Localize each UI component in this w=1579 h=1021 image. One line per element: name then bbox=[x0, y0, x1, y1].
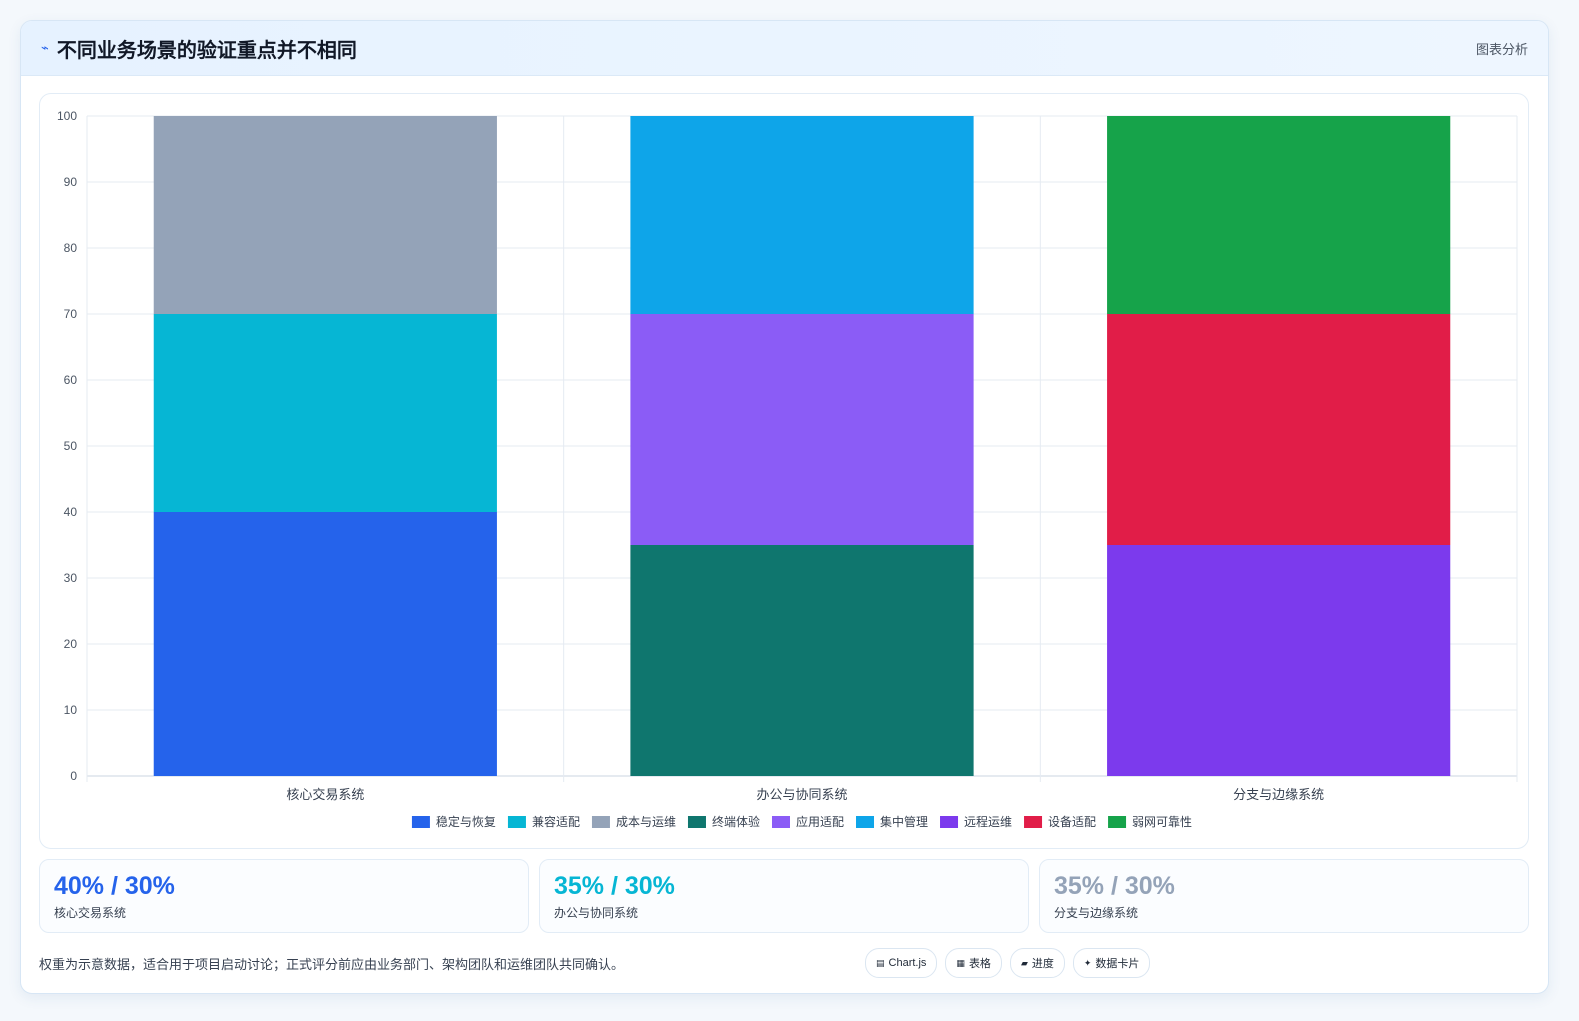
y-tick-label: 30 bbox=[64, 571, 78, 585]
stat-value: 35% / 30% bbox=[554, 872, 675, 900]
footer: 权重为示意数据，适合用于项目启动讨论；正式评分前应由业务部门、架构团队和运维团队… bbox=[39, 943, 1529, 983]
stat-value: 35% / 30% bbox=[1054, 872, 1175, 900]
bar-segment bbox=[1107, 314, 1451, 545]
footer-note: 权重为示意数据，适合用于项目启动讨论；正式评分前应由业务部门、架构团队和运维团队… bbox=[39, 956, 625, 972]
bar-segment bbox=[630, 116, 974, 314]
x-tick-label: 分支与边缘系统 bbox=[1233, 787, 1324, 802]
sparkle-icon: ✦ bbox=[1083, 957, 1092, 968]
bar-segment bbox=[630, 545, 974, 776]
bar-segment bbox=[153, 512, 497, 776]
chart-panel: 0 10 20 30 40 50 60 70 80 90 100 核心交易系统 办公与协同系统 分支与边缘… bbox=[39, 93, 1529, 849]
y-tick-label: 80 bbox=[64, 241, 78, 255]
y-tick-label: 20 bbox=[64, 637, 78, 651]
stat-card-core: 40% / 30% 核心交易系统 bbox=[39, 859, 529, 933]
legend-swatch bbox=[411, 816, 430, 828]
y-tick-label: 70 bbox=[64, 307, 78, 321]
bar-segment bbox=[153, 116, 497, 314]
bar-segment bbox=[1107, 545, 1451, 776]
y-tick-label: 90 bbox=[64, 175, 78, 189]
legend-swatch bbox=[1024, 816, 1043, 828]
y-tick-label: 10 bbox=[64, 703, 78, 717]
y-tick-label: 50 bbox=[64, 439, 78, 453]
bar-segment bbox=[1107, 116, 1451, 314]
legend-label: 应用适配 bbox=[796, 814, 844, 829]
legend-swatch bbox=[856, 816, 875, 828]
chip-group: ▤ Chart.js ▦ 表格 ▰ 进度 ✦ 数据卡片 bbox=[865, 948, 1151, 978]
bar-segment bbox=[153, 314, 497, 512]
legend-label: 设备适配 bbox=[1048, 815, 1096, 829]
legend-swatch bbox=[940, 816, 959, 828]
legend-swatch bbox=[591, 816, 610, 828]
y-tick-label: 0 bbox=[70, 769, 77, 783]
table-icon: ▦ bbox=[956, 957, 965, 968]
progress-icon: ▰ bbox=[1020, 957, 1028, 968]
chart-card: ⌁ 不同业务场景的验证重点并不相同 图表分析 0 10 20 30 40 50 60 70 80… bbox=[20, 20, 1549, 994]
chip-label: 数据卡片 bbox=[1095, 958, 1140, 970]
chart-icon: ▤ bbox=[876, 957, 885, 968]
legend-label: 稳定与恢复 bbox=[436, 814, 496, 829]
stat-label: 分支与边缘系统 bbox=[1054, 906, 1139, 920]
x-tick-label: 办公与协同系统 bbox=[756, 787, 847, 802]
stats-row: 40% / 30% 核心交易系统 35% / 30% 办公与协同系统 35% /… bbox=[39, 859, 1529, 933]
legend-swatch bbox=[507, 816, 526, 828]
legend-swatch bbox=[1108, 816, 1127, 828]
legend-swatch bbox=[687, 816, 706, 828]
legend-label: 成本与运维 bbox=[616, 815, 676, 829]
chip-data-card[interactable]: ✦ 数据卡片 bbox=[1072, 948, 1151, 978]
pulse-icon: ⌁ bbox=[41, 40, 49, 55]
title-wrap: ⌁ 不同业务场景的验证重点并不相同 bbox=[41, 34, 357, 63]
header-tag: 图表分析 bbox=[1475, 41, 1528, 57]
page-title: 不同业务场景的验证重点并不相同 bbox=[56, 39, 357, 62]
chip-label: 进度 bbox=[1031, 958, 1054, 970]
legend-label: 兼容适配 bbox=[532, 814, 580, 829]
y-tick-label: 100 bbox=[57, 109, 77, 123]
chip-label: Chart.js bbox=[888, 957, 927, 969]
stat-label: 核心交易系统 bbox=[54, 906, 127, 920]
legend-label: 远程运维 bbox=[964, 814, 1012, 829]
y-tick-label: 60 bbox=[64, 373, 78, 387]
stacked-bar-chart: 0 10 20 30 40 50 60 70 80 90 100 核心交易系统 办公与协同系统 分支与边缘… bbox=[57, 109, 1518, 829]
chip-progress[interactable]: ▰ 进度 bbox=[1009, 948, 1065, 978]
legend-label: 弱网可靠性 bbox=[1132, 815, 1192, 829]
stat-value: 40% / 30% bbox=[54, 872, 175, 900]
card-header: ⌁ 不同业务场景的验证重点并不相同 图表分析 bbox=[21, 21, 1548, 76]
legend-swatch bbox=[771, 816, 790, 828]
chip-table[interactable]: ▦ 表格 bbox=[945, 948, 1002, 978]
legend-label: 集中管理 bbox=[880, 814, 928, 829]
x-tick-label: 核心交易系统 bbox=[286, 787, 364, 802]
stat-label: 办公与协同系统 bbox=[554, 906, 639, 920]
stat-card-office: 35% / 30% 办公与协同系统 bbox=[539, 859, 1029, 933]
y-tick-label: 40 bbox=[64, 505, 78, 519]
legend-label: 终端体验 bbox=[712, 814, 760, 829]
chip-chartjs[interactable]: ▤ Chart.js bbox=[865, 948, 938, 978]
bar-segment bbox=[630, 314, 974, 545]
stat-card-branch: 35% / 30% 分支与边缘系统 bbox=[1039, 859, 1529, 933]
chip-label: 表格 bbox=[968, 958, 991, 970]
